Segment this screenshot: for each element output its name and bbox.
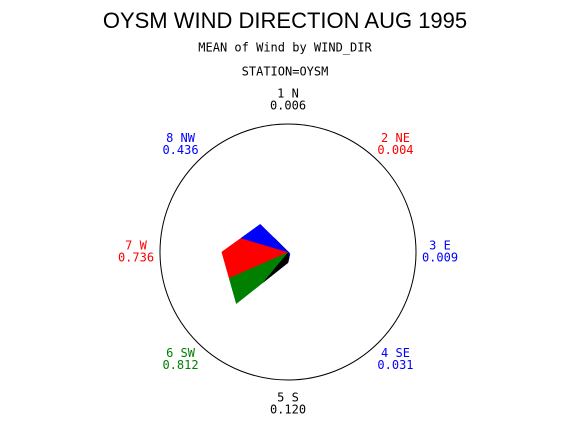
value-label: 0.120: [270, 403, 306, 417]
group-label: STATION=OYSM: [242, 65, 329, 79]
direction-label: 6 SW: [166, 346, 196, 360]
chart-subtitle: MEAN of Wind by WIND_DIR: [198, 41, 372, 55]
value-label: 0.006: [270, 99, 306, 113]
value-label: 0.736: [118, 251, 154, 265]
direction-label: 3 E: [429, 239, 451, 253]
value-label: 0.009: [422, 251, 458, 265]
direction-label: 5 S: [277, 391, 299, 405]
direction-label: 2 NE: [381, 131, 410, 145]
value-label: 0.031: [377, 358, 413, 372]
direction-label: 8 NW: [166, 131, 196, 145]
value-label: 0.812: [162, 358, 198, 372]
chart-title: OYSM WIND DIRECTION AUG 1995: [103, 8, 467, 33]
value-label: 0.436: [162, 143, 198, 157]
direction-label: 4 SE: [381, 346, 410, 360]
value-label: 0.004: [377, 143, 413, 157]
direction-label: 1 N: [277, 87, 299, 101]
direction-label: 7 W: [125, 239, 147, 253]
star-slice: [240, 223, 289, 253]
frame-circle: [159, 123, 417, 381]
